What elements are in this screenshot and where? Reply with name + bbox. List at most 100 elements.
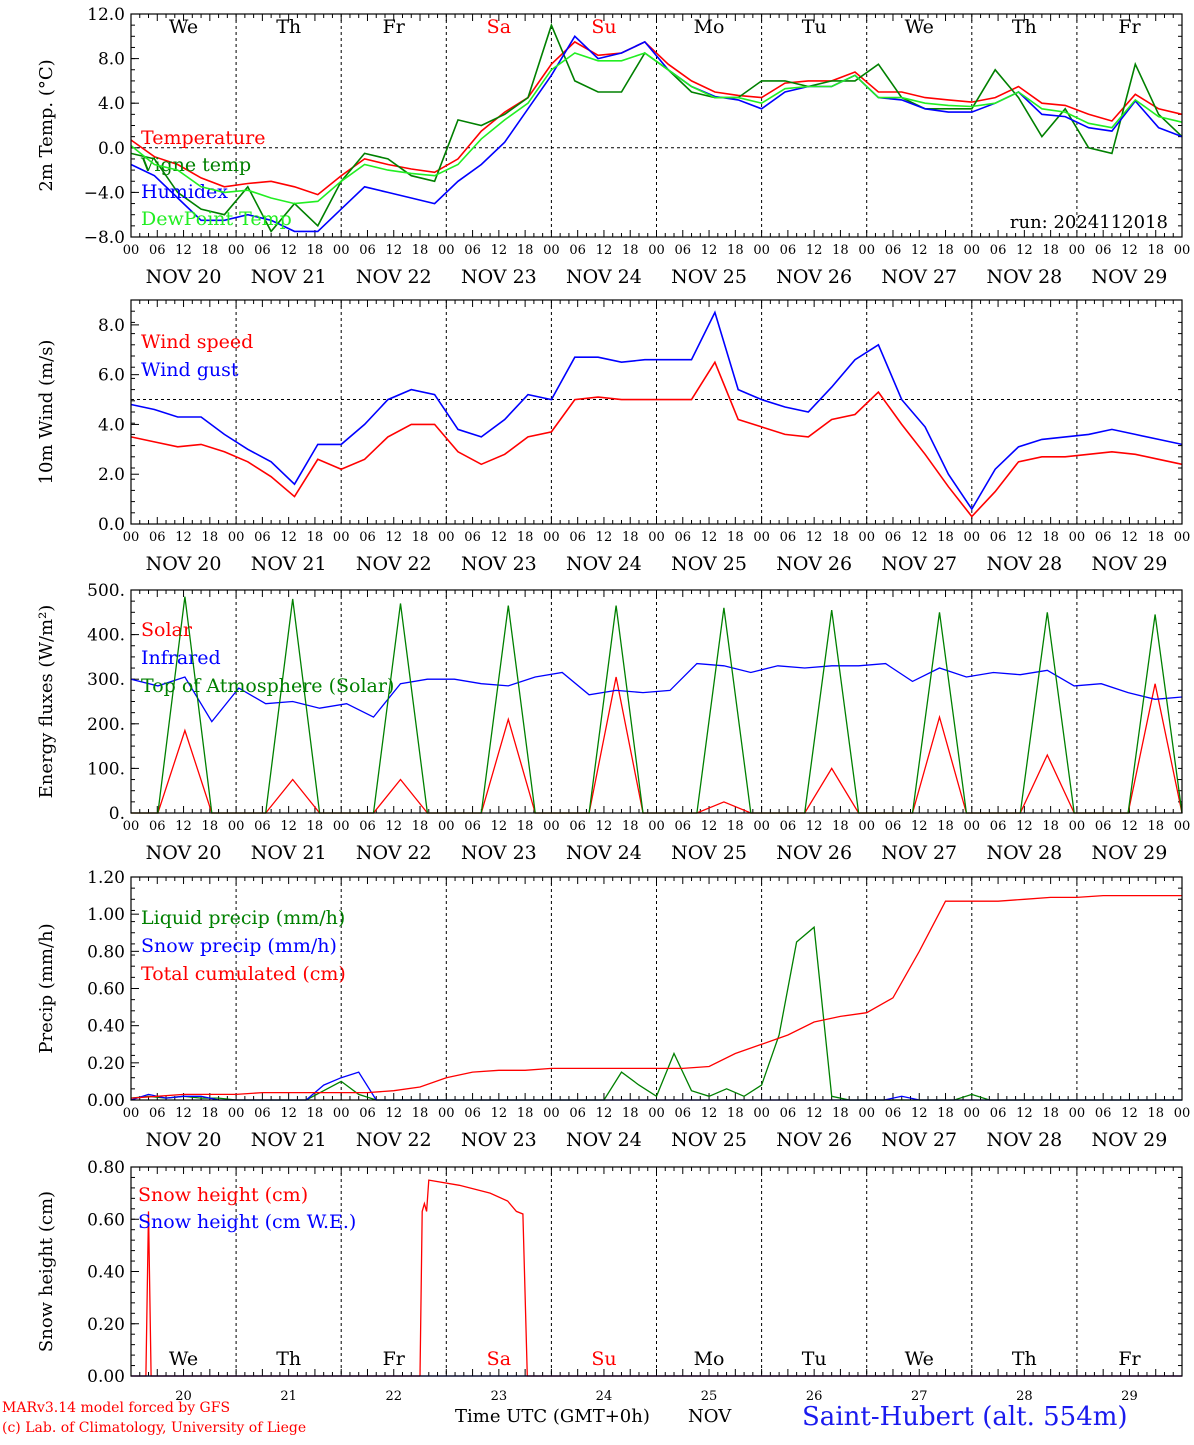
panel-frame <box>130 876 1183 1101</box>
y-axis-label: Energy fluxes (W/m²) <box>36 605 57 799</box>
x-hour-label: 18 <box>1147 1106 1164 1121</box>
y-tick-label: 1.00 <box>87 905 125 925</box>
x-hour-label: 06 <box>149 243 166 258</box>
x-date-label: NOV 25 <box>671 266 747 288</box>
x-day-number: 21 <box>280 1389 297 1404</box>
x-hour-label: 18 <box>832 1106 849 1121</box>
x-day-number: 28 <box>1016 1389 1033 1404</box>
y-tick-label: 300. <box>87 670 125 690</box>
x-date-label: NOV 25 <box>671 553 747 575</box>
x-date-label: NOV 23 <box>461 842 537 864</box>
x-hour-label: 18 <box>727 530 744 545</box>
x-hour-label: 18 <box>937 243 954 258</box>
x-date-label: NOV 25 <box>671 842 747 864</box>
x-hour-label: 12 <box>1016 243 1033 258</box>
weekday-label: We <box>169 16 198 38</box>
legend-entry: Infrared <box>141 647 221 669</box>
x-date-label: NOV 26 <box>776 1129 852 1151</box>
x-day-number: 20 <box>175 1389 192 1404</box>
x-date-label: NOV 20 <box>146 1129 222 1151</box>
x-hour-label: 06 <box>675 1106 692 1121</box>
x-date-label: NOV 23 <box>461 266 537 288</box>
x-hour-label: 00 <box>438 819 455 834</box>
x-date-label: NOV 24 <box>566 553 642 575</box>
weekday-label: Th <box>276 1348 301 1370</box>
panel-frame <box>130 13 1183 238</box>
x-hour-label: 06 <box>885 530 902 545</box>
y-tick-label: 4.0 <box>98 415 125 435</box>
x-date-label: NOV 24 <box>566 842 642 864</box>
x-hour-label: 12 <box>701 530 718 545</box>
x-hour-label: 06 <box>149 1106 166 1121</box>
x-date-label: NOV 24 <box>566 266 642 288</box>
weekday-label: Fr <box>1118 16 1141 38</box>
x-hour-label: 06 <box>675 243 692 258</box>
y-tick-label: 0. <box>109 804 125 824</box>
weekday-label: We <box>169 1348 198 1370</box>
x-hour-label: 18 <box>517 530 534 545</box>
legend-entry: Temperature <box>141 127 265 149</box>
x-hour-label: 06 <box>569 819 586 834</box>
weekday-label: Mo <box>694 16 725 38</box>
legend-entry: Top of Atmosphere (Solar) <box>141 675 394 697</box>
x-hour-label: 12 <box>596 530 613 545</box>
x-hour-label: 18 <box>622 243 639 258</box>
x-hour-label: 00 <box>333 243 350 258</box>
x-hour-label: 12 <box>175 819 192 834</box>
x-hour-label: 18 <box>832 819 849 834</box>
weekday-label: Fr <box>1118 1348 1141 1370</box>
x-hour-label: 12 <box>701 819 718 834</box>
x-date-label: NOV 26 <box>776 266 852 288</box>
x-hour-label: 18 <box>412 1106 429 1121</box>
x-date-label: NOV 27 <box>881 842 957 864</box>
y-tick-label: 400. <box>87 626 125 646</box>
x-hour-label: 12 <box>175 243 192 258</box>
x-day-number: 25 <box>701 1389 718 1404</box>
x-hour-label: 12 <box>385 1106 402 1121</box>
x-hour-label: 18 <box>202 1106 219 1121</box>
x-hour-label: 06 <box>885 1106 902 1121</box>
x-hour-label: 12 <box>385 243 402 258</box>
x-hour-label: 12 <box>1121 243 1138 258</box>
panel-1: 12.0 8.0 4.0 0.0 −4.0 −8.0 2m Temp. (°C) Temper… <box>36 5 1190 288</box>
x-date-label: NOV 27 <box>881 1129 957 1151</box>
x-hour-label: 00 <box>1069 243 1086 258</box>
weekday-label: Su <box>591 1348 616 1370</box>
panel-frame <box>130 299 1183 525</box>
legend-entry: Wind gust <box>141 359 239 381</box>
weekday-label: Tu <box>802 16 827 38</box>
x-hour-label: 06 <box>1095 1106 1112 1121</box>
x-hour-label: 00 <box>753 530 770 545</box>
x-hour-label: 18 <box>202 819 219 834</box>
x-hour-label: 00 <box>1069 530 1086 545</box>
x-date-label: NOV 24 <box>566 1129 642 1151</box>
x-hour-label: 06 <box>1095 819 1112 834</box>
x-hour-label: 12 <box>385 530 402 545</box>
x-hour-label: 06 <box>149 819 166 834</box>
x-hour-label: 06 <box>569 243 586 258</box>
legend-entry: Humidex <box>141 181 228 203</box>
legend-entry: DewPoint Temp <box>141 208 292 230</box>
x-date-label: NOV 28 <box>986 266 1062 288</box>
y-tick-label: 4.0 <box>98 94 125 114</box>
x-hour-label: 06 <box>885 243 902 258</box>
x-hour-label: 18 <box>1042 1106 1059 1121</box>
weekday-label: We <box>905 1348 934 1370</box>
x-hour-label: 06 <box>464 819 481 834</box>
x-hour-label: 06 <box>254 530 271 545</box>
model-line: MARv3.14 model forced by GFS <box>2 1400 231 1416</box>
x-hour-label: 18 <box>1147 243 1164 258</box>
x-hour-label: 00 <box>648 1106 665 1121</box>
x-hour-label: 12 <box>911 819 928 834</box>
panel-frame <box>130 1166 1183 1377</box>
panel-frame <box>130 589 1183 814</box>
legend-entry: Wind speed <box>141 331 253 353</box>
x-hour-label: 12 <box>175 1106 192 1121</box>
x-hour-label: 06 <box>464 1106 481 1121</box>
x-hour-label: 00 <box>1174 819 1191 834</box>
x-date-label: NOV 26 <box>776 842 852 864</box>
x-hour-label: 18 <box>517 1106 534 1121</box>
x-hour-label: 18 <box>412 530 429 545</box>
x-hour-label: 12 <box>1121 530 1138 545</box>
x-hour-label: 12 <box>806 819 823 834</box>
